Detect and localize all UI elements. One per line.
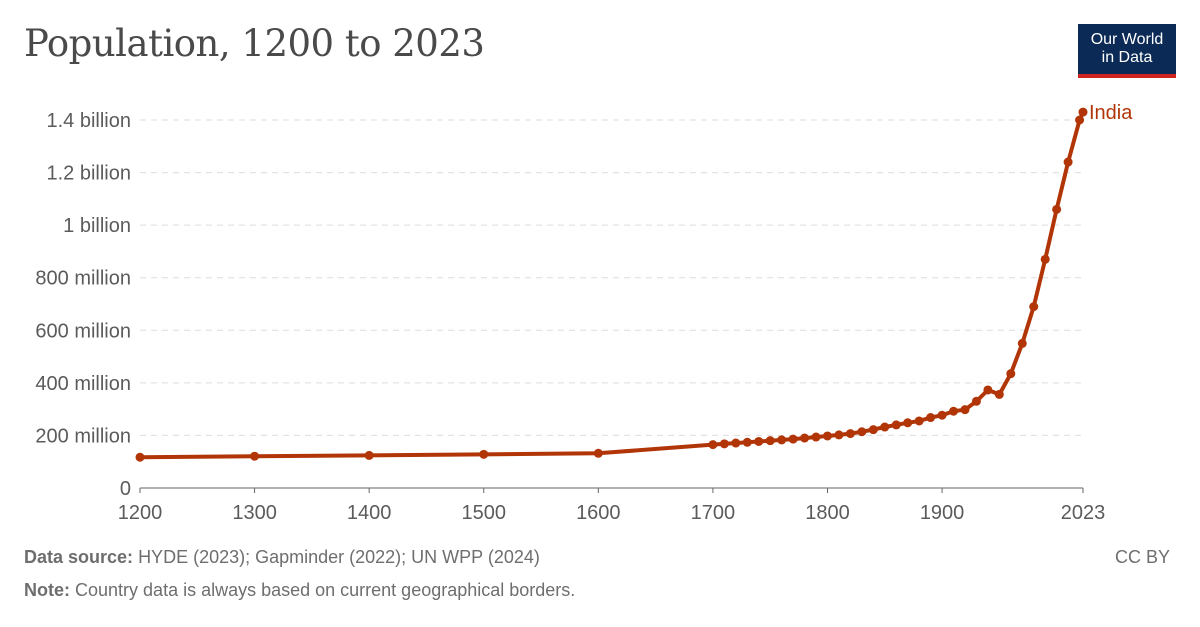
logo-line-1: Our World [1090, 31, 1164, 48]
data-point[interactable] [937, 410, 947, 420]
x-tick-label: 1800 [805, 502, 850, 524]
data-point[interactable] [250, 451, 260, 461]
x-tick-label: 1200 [118, 502, 163, 524]
data-point[interactable] [960, 405, 970, 415]
data-point[interactable] [971, 396, 981, 406]
source-label: Data source: [24, 547, 134, 567]
y-tick-label: 600 million [35, 320, 131, 342]
data-point[interactable] [914, 416, 924, 426]
data-point[interactable] [719, 439, 729, 449]
data-point[interactable] [1075, 115, 1085, 125]
data-point[interactable] [834, 430, 844, 440]
data-point[interactable] [1040, 254, 1050, 264]
data-point[interactable] [811, 432, 821, 442]
chart-title: Population, 1200 to 2023 [24, 22, 485, 65]
data-point[interactable] [479, 449, 489, 459]
chart-note: Note: Country data is always based on cu… [24, 580, 575, 601]
data-point[interactable] [777, 435, 787, 445]
y-tick-label: 1.4 billion [46, 110, 131, 132]
data-point[interactable] [845, 429, 855, 439]
data-point[interactable] [135, 452, 145, 462]
data-point[interactable] [926, 413, 936, 423]
data-point[interactable] [1063, 157, 1073, 167]
x-tick-label: 1400 [347, 502, 392, 524]
data-point[interactable] [765, 436, 775, 446]
y-tick-label: 1 billion [63, 215, 131, 237]
x-tick-label: 1500 [461, 502, 506, 524]
y-tick-label: 800 million [35, 268, 131, 290]
data-point[interactable] [822, 431, 832, 441]
data-point[interactable] [983, 385, 993, 395]
x-axis: 1200 1300 1400 1500 1600 1700 1800 1900 2023 [118, 487, 1106, 524]
x-tick-label: 1700 [691, 502, 736, 524]
data-point[interactable] [1006, 369, 1016, 379]
data-point[interactable] [857, 427, 867, 437]
data-point[interactable] [593, 448, 603, 458]
data-point[interactable] [800, 433, 810, 443]
data-point[interactable] [1052, 204, 1062, 214]
data-point[interactable] [708, 440, 718, 450]
data-point[interactable] [788, 434, 798, 444]
x-tick-label: 1600 [576, 502, 621, 524]
owid-logo[interactable]: Our World in Data [1078, 24, 1176, 78]
data-point[interactable] [994, 389, 1004, 399]
source-text[interactable]: HYDE (2023); Gapminder (2022); UN WPP (2… [138, 547, 540, 567]
license-link[interactable]: CC BY [1114, 547, 1170, 567]
y-tick-label: 1.2 billion [46, 163, 131, 185]
logo-line-2: in Data [1101, 49, 1153, 66]
data-point[interactable] [1017, 338, 1027, 348]
series-layer: India [135, 102, 1133, 462]
data-point[interactable] [1078, 107, 1088, 117]
y-tick-label: 400 million [35, 373, 131, 395]
y-tick-label: 0 [120, 478, 131, 500]
x-tick-label: 1300 [232, 502, 277, 524]
x-tick-label: 2023 [1061, 502, 1106, 524]
data-source: Data source: HYDE (2023); Gapminder (202… [24, 547, 540, 568]
series-label-india[interactable]: India [1089, 102, 1133, 124]
data-point[interactable] [903, 418, 913, 428]
data-point[interactable] [742, 437, 752, 447]
y-axis-ticks: 0 200 million 400 million 600 million 800 mi… [35, 110, 131, 500]
data-point[interactable] [1029, 302, 1039, 312]
note-text: Country data is always based on current … [75, 580, 576, 600]
data-point[interactable] [868, 425, 878, 435]
x-tick-label: 1900 [920, 502, 965, 524]
grid-lines [140, 119, 1083, 436]
data-point[interactable] [731, 438, 741, 448]
data-point[interactable] [364, 450, 374, 460]
note-label: Note: [24, 580, 70, 600]
data-point[interactable] [880, 422, 890, 432]
series-line-india[interactable] [138, 110, 1085, 460]
y-tick-label: 200 million [35, 425, 131, 447]
data-point[interactable] [949, 406, 959, 416]
data-point[interactable] [754, 436, 764, 446]
data-point[interactable] [891, 420, 901, 430]
